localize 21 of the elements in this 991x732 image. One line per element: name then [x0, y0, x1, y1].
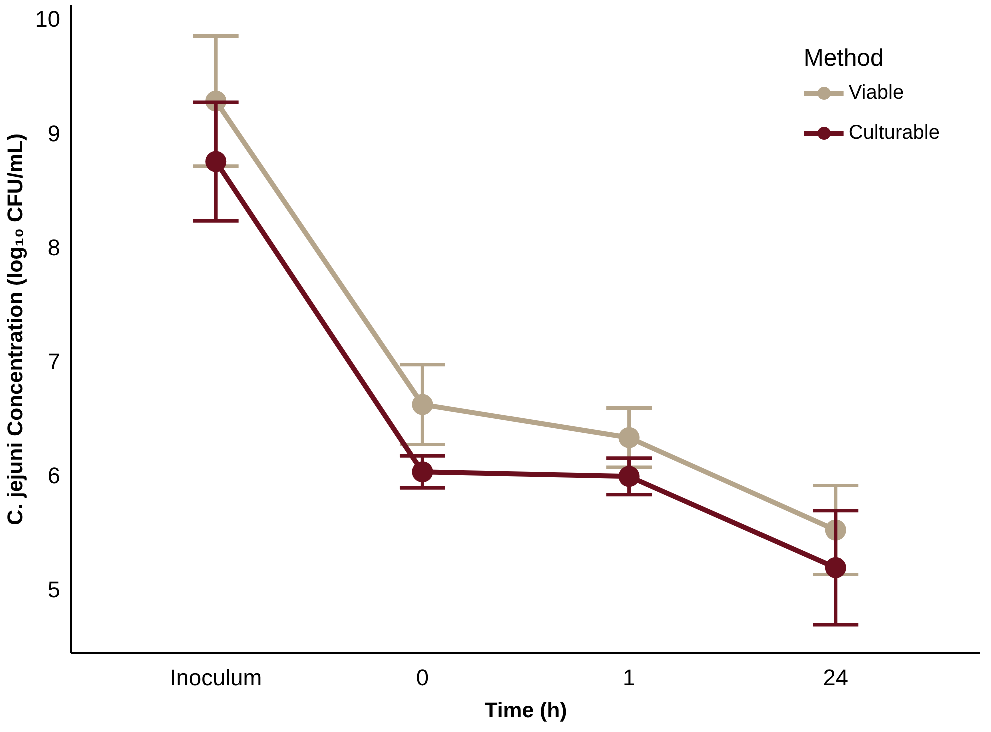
x-axis-title: Time (h) — [484, 698, 568, 722]
x-tick-label: Inoculum — [170, 664, 262, 690]
y-axis-title: C. jejuni Concentration (log₁₀ CFU/mL) — [3, 134, 28, 526]
point — [412, 394, 434, 416]
y-tick-label: 7 — [48, 348, 61, 374]
point — [618, 466, 640, 488]
y-tick-label: 9 — [48, 120, 61, 146]
x-tick-label: 24 — [823, 664, 848, 690]
x-tick-label: 1 — [622, 664, 636, 690]
point — [825, 557, 846, 578]
point — [618, 427, 640, 448]
y-tick-label: 6 — [48, 462, 61, 489]
legend-title: Method — [804, 45, 885, 73]
point — [206, 151, 227, 172]
y-tick-label: 10 — [35, 6, 60, 32]
legend-label: Culturable — [848, 122, 940, 144]
y-tick-label: 5 — [48, 576, 61, 603]
x-tick-label: 0 — [416, 664, 430, 690]
legend-label: Viable — [848, 82, 904, 104]
y-tick-label: 8 — [48, 234, 61, 260]
point — [412, 462, 434, 483]
